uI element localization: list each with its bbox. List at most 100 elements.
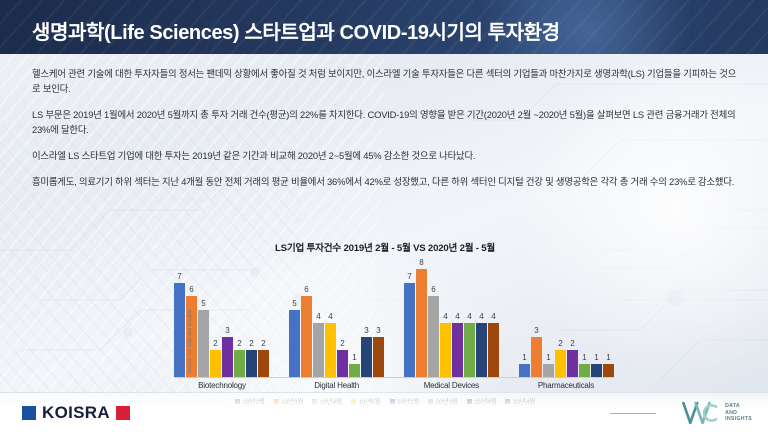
paragraph-2: LS 부문은 2019년 1월에서 2020년 5월까지 총 투자 거래 건수(… bbox=[32, 109, 736, 135]
chart-bar-rect bbox=[579, 363, 590, 377]
chart-bar: 6 bbox=[428, 258, 439, 377]
chart-bar-rect bbox=[222, 336, 233, 377]
chart-category-label: Medical Devices bbox=[423, 381, 479, 390]
chart-bar-rect bbox=[591, 363, 602, 377]
chart-bar-value: 1 bbox=[546, 352, 551, 362]
chart-bar-rect bbox=[289, 309, 300, 377]
chart-bar-rect bbox=[464, 323, 475, 377]
chart-bar-value: 3 bbox=[364, 325, 369, 335]
chart-bar-value: 7 bbox=[177, 271, 182, 281]
chart-category-label: Pharmaceuticals bbox=[537, 381, 595, 390]
chart-bar-rect bbox=[361, 336, 372, 377]
chart-bar-value: 6 bbox=[431, 285, 436, 294]
chart-bar: 1 bbox=[519, 258, 530, 377]
chart-bar-value: 5 bbox=[292, 298, 297, 308]
chart-bar-value: 2 bbox=[237, 339, 242, 348]
chart-title: LS기업 투자건수 2019년 2월 - 5월 VS 2020년 2월 - 5월 bbox=[274, 243, 496, 254]
chart-bar-value: 1 bbox=[522, 352, 527, 362]
chart-bar: 7 bbox=[404, 258, 415, 377]
vc-logo-line-2: AND bbox=[725, 409, 738, 416]
chart-bar-value: 4 bbox=[455, 312, 460, 321]
chart-bar: 4 bbox=[464, 258, 475, 377]
chart-bar: 2 bbox=[234, 258, 245, 377]
chart-bar-value: 2 bbox=[261, 339, 266, 348]
chart-bar: 4 bbox=[313, 258, 324, 377]
chart-bar: 4 bbox=[488, 258, 499, 377]
chart-bar-rect bbox=[555, 350, 566, 377]
chart-bar-value: 4 bbox=[467, 312, 472, 321]
paragraph-3: 이스라엘 LS 스타트업 기업에 대한 투자는 2019년 같은 기간과 비교해… bbox=[32, 150, 476, 161]
chart-bar-rect bbox=[404, 282, 415, 377]
koisra-red-square-icon bbox=[115, 406, 130, 420]
bar-chart: LS기업 투자건수 2019년 2월 - 5월 VS 2020년 2월 - 5월… bbox=[150, 240, 620, 415]
chart-bar: 1 bbox=[579, 258, 590, 377]
chart-bar: 4 bbox=[325, 258, 336, 377]
chart-bar-rect bbox=[258, 350, 269, 377]
chart-bar-rect bbox=[531, 336, 542, 377]
chart-bar: 3 bbox=[222, 258, 233, 377]
chart-bar-value: 4 bbox=[479, 312, 484, 321]
chart-bar-value: 2 bbox=[213, 339, 218, 348]
chart-bar-rect bbox=[428, 296, 439, 377]
chart-bar-rect bbox=[452, 323, 463, 377]
chart-bar: 2 bbox=[258, 258, 269, 377]
chart-bar-rect bbox=[519, 363, 530, 377]
chart-bar: 2 bbox=[567, 258, 578, 377]
chart-bar: 2 bbox=[555, 258, 566, 377]
chart-bar-rect bbox=[246, 350, 257, 377]
chart-bar-rect bbox=[313, 323, 324, 377]
chart-bar: 5 bbox=[289, 258, 300, 377]
header-band bbox=[0, 0, 768, 54]
vc-logo-line-1: DATA bbox=[725, 403, 740, 410]
chart-bar-value: 2 bbox=[558, 339, 563, 348]
chart-category-label: Biotechnology bbox=[198, 381, 246, 390]
chart-bar: 3 bbox=[531, 258, 542, 377]
chart-bar: 1 bbox=[591, 258, 602, 377]
page-title: 생명과학(Life Sciences) 스타트업과 COVID-19시기의 투자… bbox=[32, 22, 560, 44]
chart-bar: 1 bbox=[543, 258, 554, 377]
chart-category-label: Digital Health bbox=[314, 381, 360, 390]
chart-bar-rect bbox=[349, 363, 360, 377]
chart-bar-value: 1 bbox=[606, 352, 611, 362]
chart-bar: 4 bbox=[452, 258, 463, 377]
chart-bar-rect bbox=[440, 323, 451, 377]
chart-bar: 2 bbox=[246, 258, 257, 377]
koisra-logo: KOISRA bbox=[22, 403, 130, 423]
footer-divider-rule bbox=[610, 413, 656, 414]
chart-bar-value: 8 bbox=[419, 258, 424, 267]
chart-category-row: Biotechnology Digital Health Medical Devic… bbox=[174, 381, 614, 390]
chart-bar-value: 2 bbox=[570, 339, 575, 348]
chart-bar: 4 bbox=[440, 258, 451, 377]
chart-bar: 8 bbox=[416, 258, 427, 377]
chart-bar-value: 4 bbox=[328, 312, 333, 321]
chart-bar-rect bbox=[543, 363, 554, 377]
chart-bar-value: 1 bbox=[594, 352, 599, 362]
chart-bar-rect bbox=[337, 350, 348, 377]
vc-monogram-icon bbox=[682, 401, 718, 425]
chart-bar: 4 bbox=[476, 258, 487, 377]
paragraph-1: 헬스케어 관련 기술에 대한 투자자들의 정서는 팬데믹 상황에서 좋아질 것 … bbox=[32, 68, 737, 94]
chart-bar-value: 6 bbox=[304, 285, 309, 294]
body-text-block: 헬스케어 관련 기술에 대한 투자자들의 정서는 팬데믹 상황에서 좋아질 것 … bbox=[32, 66, 738, 200]
chart-bar-rect bbox=[301, 296, 312, 377]
chart-bar-rect bbox=[373, 336, 384, 377]
chart-bar: 1 bbox=[349, 258, 360, 377]
chart-bar-rect bbox=[325, 323, 336, 377]
chart-bar-value: 2 bbox=[249, 339, 254, 348]
chart-bar-value: 5 bbox=[201, 298, 206, 308]
paragraph-4: 흥미롭게도, 의료기기 하위 섹터는 지난 4개월 동안 전체 거래의 평균 비… bbox=[32, 176, 735, 187]
vc-data-insights-logo: DATA AND INSIGHTS bbox=[681, 400, 752, 426]
vc-logo-line-3: INSIGHTS bbox=[725, 416, 752, 423]
chart-bar: 2 bbox=[210, 258, 221, 377]
header-texture bbox=[0, 0, 768, 54]
header-glow bbox=[468, 0, 708, 54]
chart-bar: 6 bbox=[301, 258, 312, 377]
chart-bar-value: 1 bbox=[582, 352, 587, 362]
chart-bar-value: 3 bbox=[534, 325, 539, 335]
chart-bar-value: 4 bbox=[316, 312, 321, 321]
